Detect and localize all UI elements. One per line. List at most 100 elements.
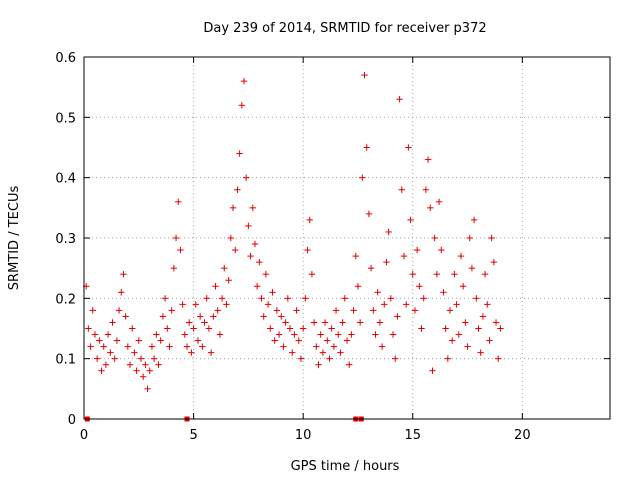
data-point xyxy=(433,271,441,278)
data-point xyxy=(337,349,344,356)
data-point xyxy=(133,367,140,374)
data-point xyxy=(253,283,261,290)
data-point xyxy=(411,307,419,314)
data-point xyxy=(278,313,285,320)
data-point xyxy=(427,204,434,212)
data-point xyxy=(462,319,469,326)
data-point xyxy=(168,307,175,314)
data-point xyxy=(186,319,193,326)
plot-frame xyxy=(83,56,611,420)
data-point xyxy=(245,222,252,230)
data-point xyxy=(345,361,353,368)
data-point xyxy=(361,71,368,79)
data-point xyxy=(389,331,397,338)
y-tick-label: 0.6 xyxy=(55,51,76,66)
data-point xyxy=(365,210,373,218)
data-point xyxy=(479,313,487,320)
data-point xyxy=(271,337,278,344)
data-point xyxy=(459,283,467,290)
data-point xyxy=(256,258,263,266)
data-point xyxy=(172,234,180,242)
data-point xyxy=(236,150,243,157)
data-point xyxy=(372,331,379,338)
data-point xyxy=(118,289,125,296)
data-point xyxy=(227,234,235,242)
data-point xyxy=(438,246,445,254)
data-point xyxy=(183,343,191,350)
data-point xyxy=(179,301,186,308)
data-point xyxy=(273,307,281,314)
data-point xyxy=(378,343,386,350)
data-point xyxy=(326,355,333,362)
data-point xyxy=(359,174,366,181)
data-point xyxy=(464,343,471,350)
data-point xyxy=(457,252,465,260)
data-point xyxy=(295,337,302,344)
data-point xyxy=(137,355,145,362)
data-point xyxy=(205,325,213,332)
data-point xyxy=(308,271,316,278)
data-point xyxy=(91,331,99,338)
data-point xyxy=(497,325,504,332)
data-point xyxy=(89,307,96,314)
data-point xyxy=(348,331,355,338)
data-point xyxy=(289,349,296,356)
data-point xyxy=(341,295,349,302)
y-tick-label: 0 xyxy=(68,413,76,428)
data-point xyxy=(201,319,208,326)
data-point xyxy=(286,325,294,332)
data-point xyxy=(424,156,432,163)
data-point xyxy=(310,319,318,326)
data-point xyxy=(232,246,239,254)
data-point xyxy=(394,313,401,320)
data-point xyxy=(251,240,259,248)
data-point xyxy=(335,331,342,338)
data-point xyxy=(264,301,272,308)
data-points xyxy=(82,71,504,422)
tick-layer: 0 0.1 0.2 0.3 0.4 0.5 0.6 0 5 10 15 20 xyxy=(55,51,610,443)
data-point xyxy=(249,204,256,212)
data-point xyxy=(267,325,274,332)
data-point xyxy=(247,252,254,260)
data-point xyxy=(409,271,416,278)
data-point xyxy=(367,264,375,272)
data-point xyxy=(306,216,313,224)
data-point xyxy=(291,331,298,338)
data-point xyxy=(302,295,309,302)
data-point xyxy=(293,307,300,314)
data-point xyxy=(113,337,121,344)
x-axis-label: GPS time / hours xyxy=(291,459,400,474)
y-axis-label: SRMTID / TECUs xyxy=(7,186,22,291)
data-point xyxy=(181,331,189,338)
data-point xyxy=(492,319,500,326)
data-point xyxy=(488,234,495,242)
data-point xyxy=(153,331,160,338)
data-point xyxy=(124,343,132,350)
data-point xyxy=(194,337,202,344)
data-point xyxy=(473,295,480,302)
data-point xyxy=(481,271,489,278)
data-point xyxy=(315,361,322,368)
data-point xyxy=(175,198,182,205)
data-point xyxy=(131,349,138,356)
data-point xyxy=(392,355,399,362)
data-point xyxy=(96,337,103,344)
data-point xyxy=(216,331,224,338)
data-point xyxy=(385,228,392,236)
data-point xyxy=(451,271,458,278)
x-tick-label: 10 xyxy=(295,428,312,443)
data-point xyxy=(157,337,164,344)
x-tick-label: 0 xyxy=(80,428,88,443)
data-point xyxy=(269,289,276,296)
data-point xyxy=(234,186,241,193)
data-point xyxy=(214,307,221,314)
data-point xyxy=(260,313,267,320)
data-point xyxy=(161,295,169,302)
data-point xyxy=(188,349,195,356)
grid-layer xyxy=(84,57,610,419)
data-point xyxy=(148,343,156,350)
data-point xyxy=(275,331,283,338)
data-point xyxy=(350,307,357,314)
data-point xyxy=(262,271,270,278)
data-point xyxy=(475,325,482,332)
